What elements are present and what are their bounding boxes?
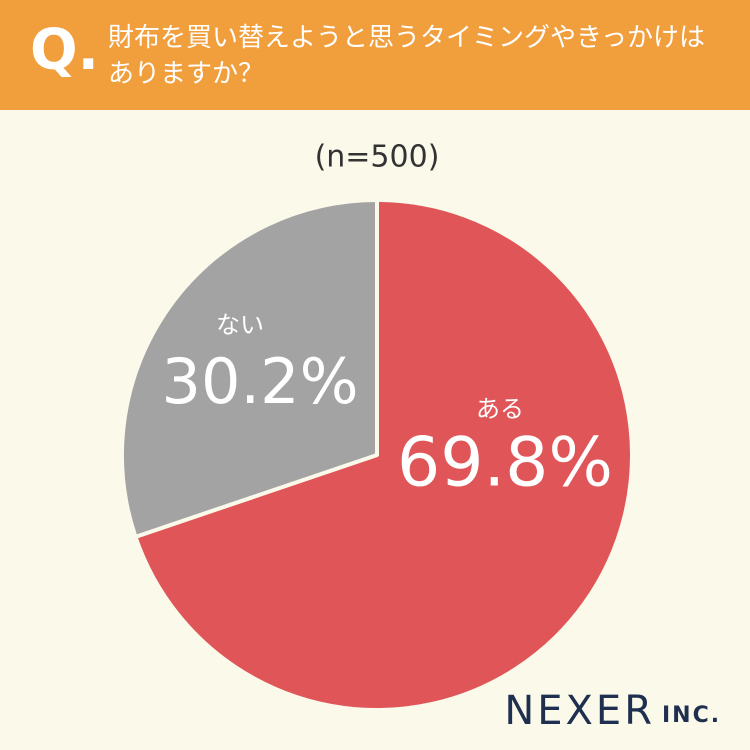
value-label: 30.2% bbox=[162, 345, 359, 418]
question-mark: Q. bbox=[30, 18, 99, 83]
pie-slice bbox=[120, 198, 379, 539]
slice-label: ない bbox=[216, 311, 264, 339]
value-label: 69.8% bbox=[397, 424, 613, 503]
header: Q. 財布を買い替えようと思うタイミングやきっかけはありますか？ bbox=[0, 0, 750, 110]
brand-suffix: INC. bbox=[662, 703, 721, 728]
pie-slice bbox=[133, 198, 634, 712]
brand: NEXER bbox=[504, 688, 655, 734]
subtitle: (n=500) bbox=[315, 140, 440, 175]
slice-label: ある bbox=[476, 395, 524, 423]
chart-title: 財布を買い替えようと思うタイミングやきっかけはありますか？ bbox=[108, 23, 705, 89]
